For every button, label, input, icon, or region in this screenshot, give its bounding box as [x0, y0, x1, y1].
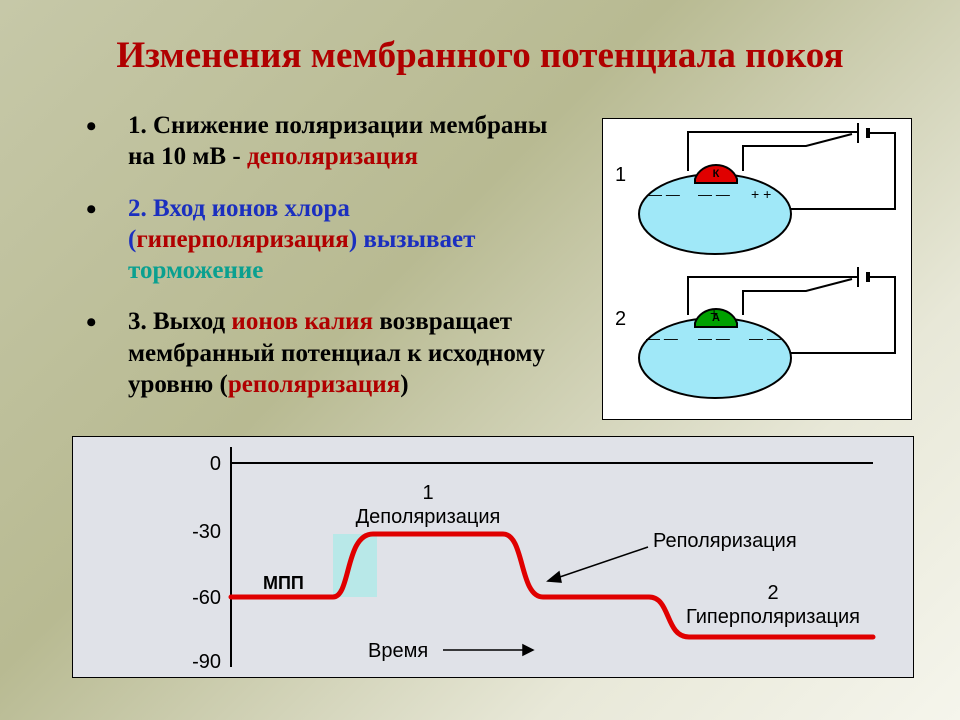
depol-label: Деполяризация	[356, 506, 501, 528]
svg-text:— —: — —	[698, 330, 730, 346]
cell-1-cap-letter: К	[713, 168, 720, 180]
bullet-list: 1. Снижение поляризации мембраны на 10 м…	[86, 110, 578, 420]
bullet-2: 2. Вход ионов хлора (гиперполяризация) в…	[86, 193, 578, 287]
time-arrow	[443, 645, 533, 655]
chart-panel: 0 -30 -60 -90 МПП 1 Деполяризация Реполя…	[72, 436, 914, 678]
bullet-3-kali: ионов калия	[231, 308, 379, 335]
svg-text:— —: — —	[648, 186, 680, 202]
slide-title: Изменения мембранного потенциала покоя	[0, 34, 960, 77]
bullet-1: 1. Снижение поляризации мембраны на 10 м…	[86, 110, 578, 173]
svg-text:— —: — —	[749, 330, 781, 346]
svg-text:+ +: + +	[751, 186, 771, 202]
svg-text:— —: — —	[698, 186, 730, 202]
diagram-2-label: 2	[615, 308, 626, 330]
svg-text:+: +	[710, 305, 718, 321]
bullet-2-gipr: гиперполяризация	[136, 226, 348, 253]
bullet-3-repol: реполяризация	[228, 371, 400, 398]
repol-arrow	[548, 547, 648, 582]
mpp-label: МПП	[263, 573, 304, 593]
membrane-potential-chart: 0 -30 -60 -90 МПП 1 Деполяризация Реполя…	[73, 437, 913, 677]
diagram-1-label: 1	[615, 164, 626, 186]
bullet-2-mid: ) вызывает	[349, 226, 476, 253]
ytick-60: -60	[192, 587, 221, 609]
time-label: Время	[368, 640, 428, 662]
bullet-1-depol: деполяризация	[247, 143, 418, 170]
slide: Изменения мембранного потенциала покоя 1…	[0, 0, 960, 720]
ytick-90: -90	[192, 651, 221, 673]
svg-text:— —: — —	[646, 330, 678, 346]
cell-diagram-svg: 1 К — — — — + + 2	[603, 119, 911, 419]
bullet-3-prefix: 3. Выход	[128, 308, 231, 335]
bullet-2-torm: торможение	[128, 257, 263, 284]
bullet-3: 3. Выход ионов калия возвращает мембранн…	[86, 306, 578, 400]
ytick-30: -30	[192, 521, 221, 543]
cell-diagram-panel: 1 К — — — — + + 2	[602, 118, 912, 420]
hyper-num: 2	[767, 582, 778, 604]
ytick-0: 0	[210, 453, 221, 475]
depol-num: 1	[422, 482, 433, 504]
repol-label: Реполяризация	[653, 530, 797, 552]
cell-1-charges: — — — — + +	[648, 186, 771, 202]
hyper-label: Гиперполяризация	[686, 606, 860, 628]
bullet-3-suffix: )	[400, 371, 408, 398]
